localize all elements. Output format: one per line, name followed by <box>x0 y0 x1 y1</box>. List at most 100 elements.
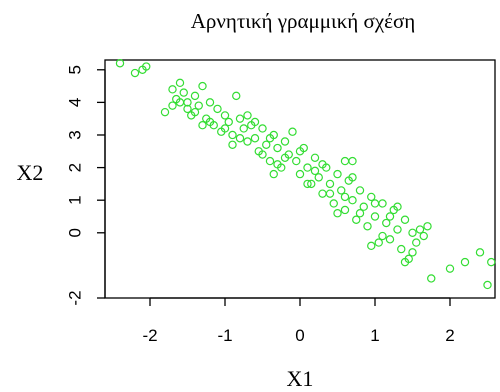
data-point <box>378 199 387 208</box>
data-point <box>318 160 327 169</box>
data-point <box>385 212 395 221</box>
data-point <box>280 137 290 146</box>
data-point <box>348 173 357 182</box>
x-tick-label: 0 <box>295 326 304 345</box>
data-point <box>265 156 275 166</box>
data-point <box>303 163 312 172</box>
data-point <box>273 143 282 153</box>
data-point <box>475 248 485 257</box>
y-tick-label: 1 <box>66 195 85 204</box>
data-point <box>213 104 222 114</box>
data-point <box>228 140 237 149</box>
x-tick-label: 2 <box>445 326 454 345</box>
data-point <box>168 85 177 94</box>
data-point <box>232 91 241 101</box>
data-point <box>220 111 230 120</box>
data-point <box>487 257 496 267</box>
y-tick-label: 0 <box>66 228 85 237</box>
data-point <box>374 238 383 247</box>
data-point <box>160 107 170 117</box>
data-point <box>370 199 380 208</box>
data-point <box>190 107 200 117</box>
data-point <box>314 173 323 182</box>
y-axis: -2 0 1 2 3 4 5 <box>66 65 106 306</box>
data-point <box>235 114 245 123</box>
data-point <box>325 189 335 198</box>
data-point <box>220 124 230 133</box>
x-axis-title: X1 <box>287 366 314 391</box>
data-point <box>412 238 421 247</box>
data-point <box>288 127 297 136</box>
data-point <box>355 186 365 195</box>
data-point <box>194 101 203 110</box>
data-point <box>310 153 320 163</box>
data-point <box>303 179 312 189</box>
data-point <box>419 231 428 241</box>
x-axis: -2 -1 0 1 2 <box>142 297 455 345</box>
data-point <box>393 202 402 211</box>
data-point <box>460 257 470 267</box>
data-point <box>183 104 192 114</box>
y-tick-label: -2 <box>66 290 85 305</box>
data-point <box>408 248 417 257</box>
plot-frame <box>104 59 496 299</box>
data-point <box>400 257 410 267</box>
chart-title: Αρνητική γραμμική σχέση <box>191 9 416 33</box>
data-point <box>340 192 350 202</box>
data-point <box>175 98 185 107</box>
data-point <box>348 156 357 166</box>
data-point <box>250 117 260 127</box>
data-point <box>363 222 372 231</box>
data-point <box>415 225 425 234</box>
data-point <box>378 231 387 241</box>
data-point <box>370 212 380 221</box>
data-point <box>385 235 395 244</box>
data-point <box>340 205 350 215</box>
data-point <box>235 134 245 143</box>
data-point <box>130 68 140 78</box>
data-point <box>333 169 342 179</box>
data-point <box>318 189 327 198</box>
data-point <box>179 88 188 97</box>
data-point <box>115 59 125 68</box>
data-point <box>269 169 278 179</box>
data-point <box>397 244 406 254</box>
y-tick-label: 5 <box>66 65 85 74</box>
data-point <box>367 241 376 251</box>
y-tick-label: 2 <box>66 163 85 172</box>
data-point <box>250 134 260 143</box>
data-point <box>228 130 237 140</box>
data-point <box>198 121 207 130</box>
data-point <box>325 179 335 189</box>
data-point <box>483 280 492 290</box>
data-point <box>168 101 177 110</box>
data-point <box>329 199 338 208</box>
data-point <box>352 215 361 224</box>
data-point <box>243 137 252 146</box>
data-point <box>198 81 207 91</box>
x-tick-label: -1 <box>217 326 232 345</box>
data-point <box>307 179 316 189</box>
data-point <box>359 202 368 211</box>
data-point <box>427 274 436 283</box>
data-point <box>243 111 252 120</box>
y-tick-label: 3 <box>66 130 85 139</box>
data-point <box>224 117 233 127</box>
data-point <box>348 195 357 205</box>
data-point <box>280 153 290 163</box>
data-point <box>205 98 215 107</box>
data-point <box>333 209 342 218</box>
data-point <box>337 186 346 195</box>
data-point <box>190 91 200 101</box>
x-tick-label: 1 <box>370 326 379 345</box>
data-point <box>295 147 305 156</box>
data-point <box>205 117 215 127</box>
data-point <box>265 134 275 143</box>
data-point <box>258 150 267 159</box>
data-point <box>367 192 376 202</box>
data-point <box>273 160 282 169</box>
data-point <box>239 124 248 133</box>
x-tick-label: -2 <box>142 326 157 345</box>
data-point <box>393 225 402 234</box>
